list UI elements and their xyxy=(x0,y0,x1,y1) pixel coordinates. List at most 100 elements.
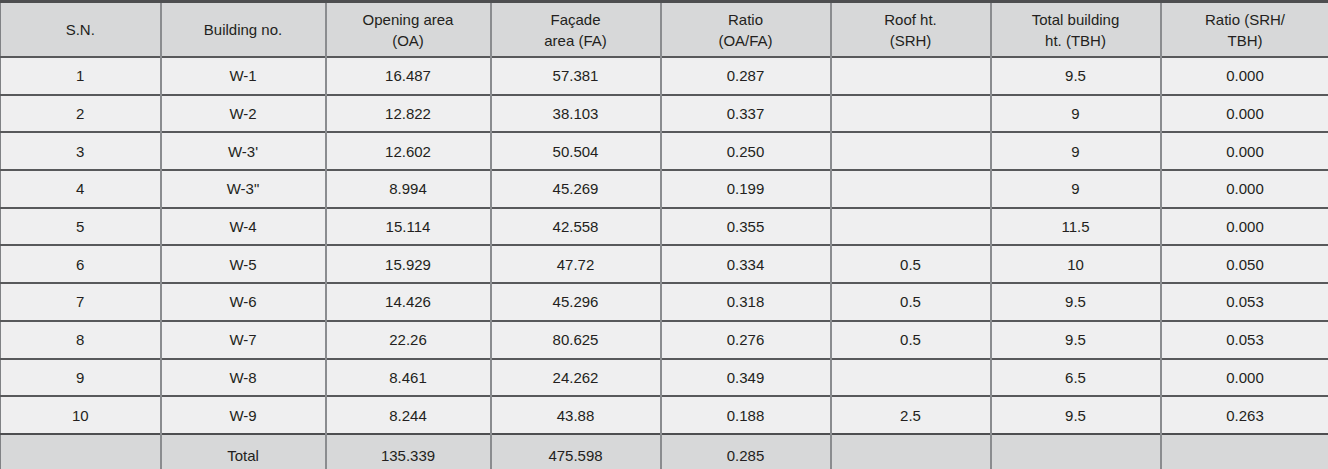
cell-roof-ht-srh xyxy=(831,208,991,246)
col-header-sn: S.N. xyxy=(1,2,161,58)
cell-roof-ht-srh xyxy=(831,359,991,397)
cell-sn: 5 xyxy=(1,208,161,246)
cell-building-no: W-4 xyxy=(161,208,326,246)
cell-opening-area-oa: 16.487 xyxy=(326,57,491,95)
cell-ratio-oa-fa: 0.318 xyxy=(661,283,831,321)
cell-sn: 8 xyxy=(1,321,161,359)
cell-total-building-ht-tbh xyxy=(991,434,1161,469)
cell-ratio-srh-tbh: 0.000 xyxy=(1161,132,1328,170)
col-header-total-building-ht-tbh: Total building ht. (TBH) xyxy=(991,2,1161,58)
table-row: 7W-614.42645.2960.3180.59.50.053 xyxy=(1,283,1328,321)
cell-total-building-ht-tbh: 9.5 xyxy=(991,321,1161,359)
cell-total-building-ht-tbh: 9.5 xyxy=(991,283,1161,321)
cell-opening-area-oa: 8.461 xyxy=(326,359,491,397)
cell-sn: 10 xyxy=(1,396,161,434)
cell-total-building-ht-tbh: 9.5 xyxy=(991,396,1161,434)
cell-ratio-oa-fa: 0.349 xyxy=(661,359,831,397)
cell-facade-area-fa: 50.504 xyxy=(491,132,661,170)
cell-sn: 6 xyxy=(1,245,161,283)
cell-ratio-srh-tbh: 0.263 xyxy=(1161,396,1328,434)
cell-ratio-srh-tbh: 0.050 xyxy=(1161,245,1328,283)
facade-opening-ratio-table: S.N. Building no. Opening area (OA) Faça… xyxy=(0,0,1328,469)
cell-ratio-srh-tbh: 0.000 xyxy=(1161,359,1328,397)
cell-facade-area-fa: 45.269 xyxy=(491,170,661,208)
cell-facade-area-fa: 80.625 xyxy=(491,321,661,359)
header-row: S.N. Building no. Opening area (OA) Faça… xyxy=(1,2,1328,58)
cell-ratio-oa-fa: 0.250 xyxy=(661,132,831,170)
cell-total-building-ht-tbh: 6.5 xyxy=(991,359,1161,397)
cell-sn: 7 xyxy=(1,283,161,321)
cell-roof-ht-srh xyxy=(831,95,991,133)
cell-opening-area-oa: 15.114 xyxy=(326,208,491,246)
cell-sn xyxy=(1,434,161,469)
cell-building-no: W-2 xyxy=(161,95,326,133)
cell-ratio-oa-fa: 0.188 xyxy=(661,396,831,434)
cell-sn: 1 xyxy=(1,57,161,95)
cell-sn: 2 xyxy=(1,95,161,133)
table-row: 1W-116.48757.3810.287 9.50.000 xyxy=(1,57,1328,95)
cell-sn: 4 xyxy=(1,170,161,208)
cell-facade-area-fa: 24.262 xyxy=(491,359,661,397)
cell-opening-area-oa: 22.26 xyxy=(326,321,491,359)
cell-sn: 9 xyxy=(1,359,161,397)
cell-facade-area-fa: 47.72 xyxy=(491,245,661,283)
cell-ratio-srh-tbh: 0.000 xyxy=(1161,57,1328,95)
cell-opening-area-oa: 135.339 xyxy=(326,434,491,469)
cell-building-no: W-8 xyxy=(161,359,326,397)
cell-facade-area-fa: 475.598 xyxy=(491,434,661,469)
col-header-roof-ht-srh: Roof ht. (SRH) xyxy=(831,2,991,58)
cell-building-no: W-7 xyxy=(161,321,326,359)
cell-ratio-srh-tbh: 0.000 xyxy=(1161,208,1328,246)
cell-opening-area-oa: 12.602 xyxy=(326,132,491,170)
cell-roof-ht-srh: 0.5 xyxy=(831,245,991,283)
cell-total-building-ht-tbh: 9 xyxy=(991,95,1161,133)
table-body: 1W-116.48757.3810.2879.50.0002W-212.8223… xyxy=(1,57,1328,469)
cell-roof-ht-srh: 0.5 xyxy=(831,283,991,321)
cell-building-no: W-3" xyxy=(161,170,326,208)
col-header-opening-area-oa: Opening area (OA) xyxy=(326,2,491,58)
cell-ratio-srh-tbh: 0.000 xyxy=(1161,170,1328,208)
col-header-ratio-oa-fa: Ratio (OA/FA) xyxy=(661,2,831,58)
cell-ratio-oa-fa: 0.337 xyxy=(661,95,831,133)
cell-total-building-ht-tbh: 11.5 xyxy=(991,208,1161,246)
table-row: 5W-415.11442.5580.355 11.50.000 xyxy=(1,208,1328,246)
cell-roof-ht-srh: 0.5 xyxy=(831,321,991,359)
cell-ratio-oa-fa: 0.285 xyxy=(661,434,831,469)
cell-roof-ht-srh: 2.5 xyxy=(831,396,991,434)
cell-building-no: W-3' xyxy=(161,132,326,170)
cell-total-building-ht-tbh: 9 xyxy=(991,132,1161,170)
table-row: 9W-88.46124.2620.349 6.50.000 xyxy=(1,359,1328,397)
total-row: Total135.339475.5980.285 xyxy=(1,434,1328,469)
cell-building-no: W-1 xyxy=(161,57,326,95)
cell-ratio-oa-fa: 0.334 xyxy=(661,245,831,283)
cell-ratio-srh-tbh xyxy=(1161,434,1328,469)
cell-opening-area-oa: 8.244 xyxy=(326,396,491,434)
col-header-facade-area-fa: Façade area (FA) xyxy=(491,2,661,58)
cell-facade-area-fa: 45.296 xyxy=(491,283,661,321)
cell-opening-area-oa: 8.994 xyxy=(326,170,491,208)
cell-roof-ht-srh xyxy=(831,132,991,170)
cell-opening-area-oa: 14.426 xyxy=(326,283,491,321)
cell-building-no: Total xyxy=(161,434,326,469)
cell-sn: 3 xyxy=(1,132,161,170)
cell-total-building-ht-tbh: 10 xyxy=(991,245,1161,283)
cell-facade-area-fa: 57.381 xyxy=(491,57,661,95)
cell-ratio-oa-fa: 0.276 xyxy=(661,321,831,359)
cell-building-no: W-9 xyxy=(161,396,326,434)
cell-ratio-oa-fa: 0.287 xyxy=(661,57,831,95)
cell-facade-area-fa: 42.558 xyxy=(491,208,661,246)
cell-total-building-ht-tbh: 9.5 xyxy=(991,57,1161,95)
table-row: 8W-722.2680.6250.2760.59.50.053 xyxy=(1,321,1328,359)
cell-roof-ht-srh xyxy=(831,170,991,208)
cell-opening-area-oa: 15.929 xyxy=(326,245,491,283)
cell-ratio-srh-tbh: 0.053 xyxy=(1161,283,1328,321)
cell-ratio-srh-tbh: 0.053 xyxy=(1161,321,1328,359)
col-header-building-no: Building no. xyxy=(161,2,326,58)
cell-total-building-ht-tbh: 9 xyxy=(991,170,1161,208)
table-row: 4W-3"8.99445.2690.19990.000 xyxy=(1,170,1328,208)
table-row: 10W-98.24443.880.1882.59.50.263 xyxy=(1,396,1328,434)
cell-opening-area-oa: 12.822 xyxy=(326,95,491,133)
col-header-ratio-srh-tbh: Ratio (SRH/ TBH) xyxy=(1161,2,1328,58)
cell-ratio-oa-fa: 0.355 xyxy=(661,208,831,246)
cell-building-no: W-6 xyxy=(161,283,326,321)
